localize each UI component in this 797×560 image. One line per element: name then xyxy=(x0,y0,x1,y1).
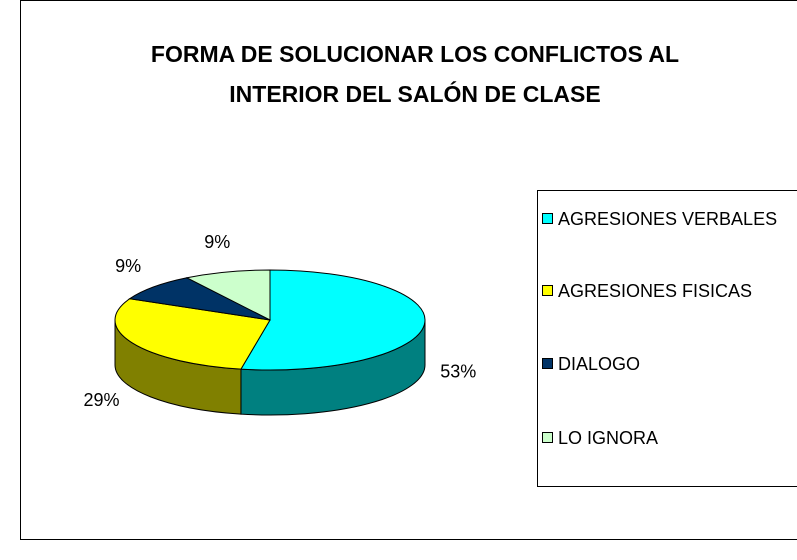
legend-swatch xyxy=(542,285,553,296)
legend-swatch xyxy=(542,358,553,369)
data-label: 9% xyxy=(115,256,141,276)
pie-slice xyxy=(114,298,271,370)
pie-slice xyxy=(128,277,271,321)
legend-label: AGRESIONES FISICAS xyxy=(558,281,753,301)
data-label: 29% xyxy=(83,390,119,410)
chart-frame xyxy=(20,0,797,540)
legend-swatch xyxy=(542,432,553,443)
legend-label: DIALOGO xyxy=(558,354,641,374)
pie-slice xyxy=(240,269,426,371)
data-label: 9% xyxy=(204,232,230,252)
legend-swatch xyxy=(542,213,553,224)
pie-slice xyxy=(185,269,271,321)
legend: AGRESIONES VERBALES AGRESIONES FISICAS DIA… xyxy=(537,190,797,487)
legend-label: AGRESIONES VERBALES xyxy=(558,209,778,229)
data-label: 53% xyxy=(440,361,476,381)
chart-title: FORMA DE SOLUCIONAR LOS CONFLICTOS AL IN… xyxy=(150,41,680,107)
legend-label: LO IGNORA xyxy=(558,428,659,448)
